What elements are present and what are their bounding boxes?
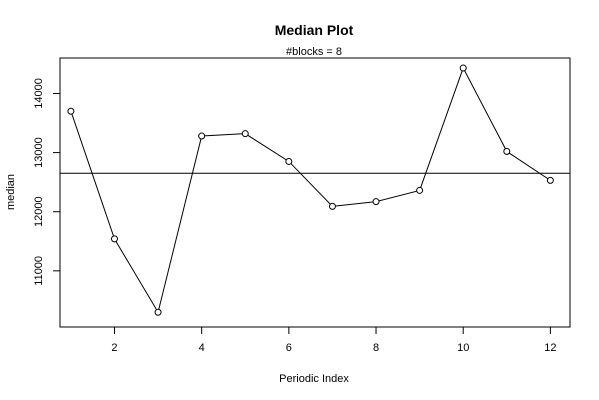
y-tick-label: 12000: [33, 196, 45, 227]
x-tick-label: 10: [457, 342, 469, 354]
data-point: [459, 64, 467, 72]
x-axis: 2 4 6 8 10 12: [111, 327, 557, 354]
x-tick-label: 12: [544, 342, 556, 354]
median-series-line: [70, 66, 551, 314]
data-point: [110, 235, 118, 243]
plot-area-frame: [59, 57, 571, 328]
x-tick-label: 2: [111, 342, 117, 354]
data-point: [241, 130, 249, 138]
y-tick-label: 13000: [33, 137, 45, 168]
x-axis-label: Periodic Index: [279, 373, 349, 385]
data-point: [503, 147, 511, 155]
y-axis: 11000 12000 13000 14000: [33, 78, 60, 286]
data-point: [285, 157, 293, 165]
data-point: [67, 107, 75, 115]
x-tick-label: 6: [286, 342, 292, 354]
y-tick-label: 14000: [33, 78, 45, 109]
data-points: [67, 64, 554, 316]
chart-subtitle: #blocks = 8: [286, 46, 342, 58]
data-point: [546, 176, 554, 184]
chart-title: Median Plot: [275, 22, 354, 38]
x-tick-label: 8: [373, 342, 379, 354]
data-point: [416, 186, 424, 194]
y-tick-label: 11000: [33, 256, 45, 286]
data-point: [198, 132, 206, 140]
data-point: [154, 308, 162, 316]
data-point: [372, 198, 380, 206]
y-axis-label: median: [5, 174, 17, 210]
data-point: [328, 202, 336, 210]
x-tick-label: 4: [199, 342, 205, 354]
